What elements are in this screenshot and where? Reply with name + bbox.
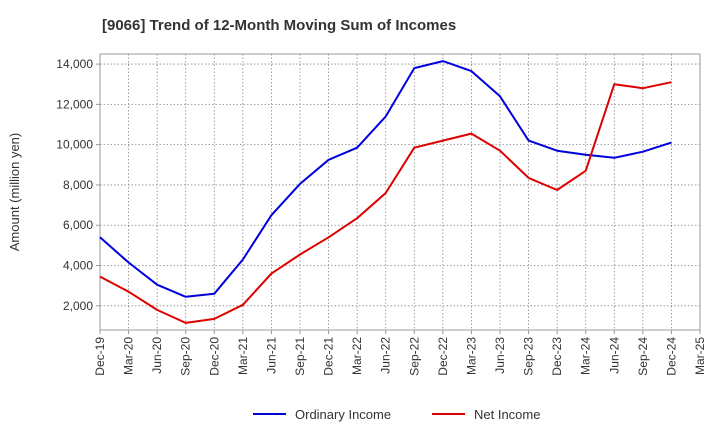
y-tick-label: 6,000 — [63, 218, 93, 232]
x-tick-label: Dec-22 — [436, 337, 450, 376]
y-axis-title: Amount (million yen) — [7, 133, 22, 252]
x-tick-label: Jun-20 — [150, 337, 164, 374]
x-tick-label: Jun-23 — [493, 337, 507, 374]
y-axis-ticks: 2,000 4,000 6,000 8,000 10,000 12,000 14,000 — [56, 57, 100, 313]
y-tick-label: 8,000 — [63, 178, 93, 192]
x-tick-label: Mar-21 — [236, 337, 250, 375]
x-tick-label: Sep-22 — [407, 337, 421, 376]
x-tick-label: Dec-21 — [322, 337, 336, 376]
x-tick-label: Sep-23 — [522, 337, 536, 376]
y-tick-label: 10,000 — [56, 138, 93, 152]
y-tick-label: 14,000 — [56, 57, 93, 71]
y-tick-label: 12,000 — [56, 97, 93, 111]
grid-layer — [100, 54, 700, 330]
x-tick-label: Mar-22 — [350, 337, 364, 375]
y-tick-label: 2,000 — [63, 299, 93, 313]
x-tick-label: Dec-19 — [93, 337, 107, 376]
y-tick-label: 4,000 — [63, 259, 93, 273]
x-tick-label: Sep-24 — [636, 337, 650, 376]
legend: Ordinary Income Net Income — [253, 407, 540, 422]
chart-title: [9066] Trend of 12-Month Moving Sum of I… — [102, 17, 456, 34]
x-tick-label: Jun-21 — [264, 337, 278, 374]
x-tick-label: Dec-23 — [550, 337, 564, 376]
x-tick-label: Mar-23 — [464, 337, 478, 375]
x-tick-label: Mar-25 — [693, 337, 707, 375]
x-tick-label: Mar-20 — [122, 337, 136, 375]
x-tick-label: Dec-24 — [664, 337, 678, 376]
x-axis-ticks: Dec-19 Mar-20 Jun-20 Sep-20 Dec-20 Mar-21 Jun-… — [93, 330, 707, 376]
series-line-ordinary-income — [99, 60, 672, 298]
legend-label: Net Income — [474, 407, 540, 422]
x-tick-label: Sep-20 — [179, 337, 193, 376]
plot-frame — [99, 53, 701, 331]
x-tick-label: Jun-24 — [607, 337, 621, 374]
x-tick-label: Jun-22 — [379, 337, 393, 374]
x-tick-label: Mar-24 — [579, 337, 593, 375]
x-tick-label: Dec-20 — [207, 337, 221, 376]
series-layer — [99, 60, 672, 324]
series-line-net-income — [99, 81, 672, 324]
legend-label: Ordinary Income — [295, 407, 391, 422]
x-tick-label: Sep-21 — [293, 337, 307, 376]
